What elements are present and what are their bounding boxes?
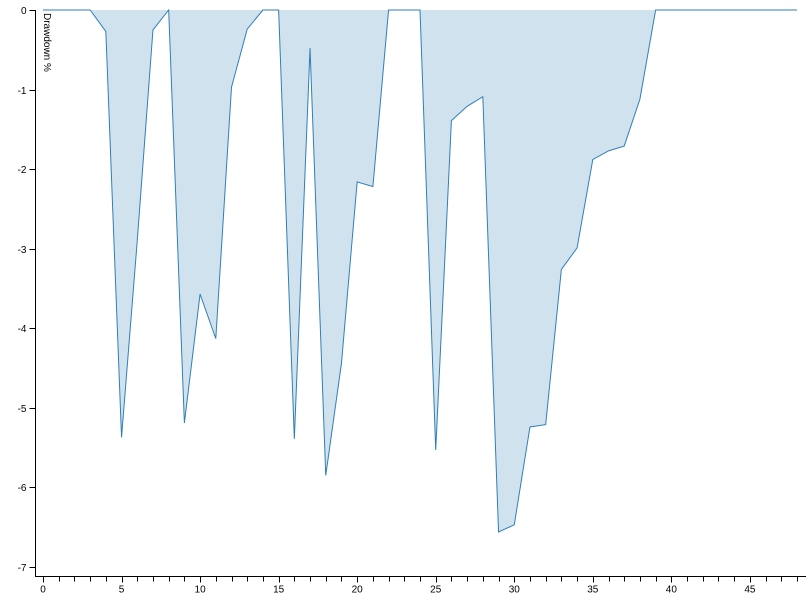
y-tick-label: -3 [18, 245, 27, 256]
x-tick-label: 10 [195, 585, 207, 596]
axes [35, 10, 806, 577]
y-tick-label: -1 [18, 86, 27, 97]
x-tick-label: 20 [352, 585, 364, 596]
drawdown-area [43, 10, 797, 532]
y-tick-label: -7 [18, 563, 27, 574]
x-tick-label: 5 [119, 585, 125, 596]
x-tick-label: 25 [430, 585, 442, 596]
y-tick-label: -2 [18, 165, 27, 176]
x-tick-label: 30 [509, 585, 521, 596]
x-tick-label: 0 [40, 585, 46, 596]
y-tick-label: -5 [18, 404, 27, 415]
plot-area [43, 8, 797, 533]
x-tick-label: 35 [587, 585, 599, 596]
x-tick-label: 15 [273, 585, 285, 596]
x-axis-ticks: 0 5 10 15 20 25 30 35 40 45 [40, 576, 798, 596]
y-tick-label: 0 [21, 6, 27, 17]
y-axis-label: Drawdown % [41, 13, 52, 72]
x-tick-label: 45 [744, 585, 756, 596]
x-tick-label: 40 [666, 585, 678, 596]
drawdown-line [43, 8, 797, 533]
y-tick-label: -6 [18, 483, 27, 494]
y-tick-label: -4 [18, 324, 27, 335]
y-axis-ticks: 0 -1 -2 -3 -4 -5 -6 -7 [18, 6, 36, 574]
